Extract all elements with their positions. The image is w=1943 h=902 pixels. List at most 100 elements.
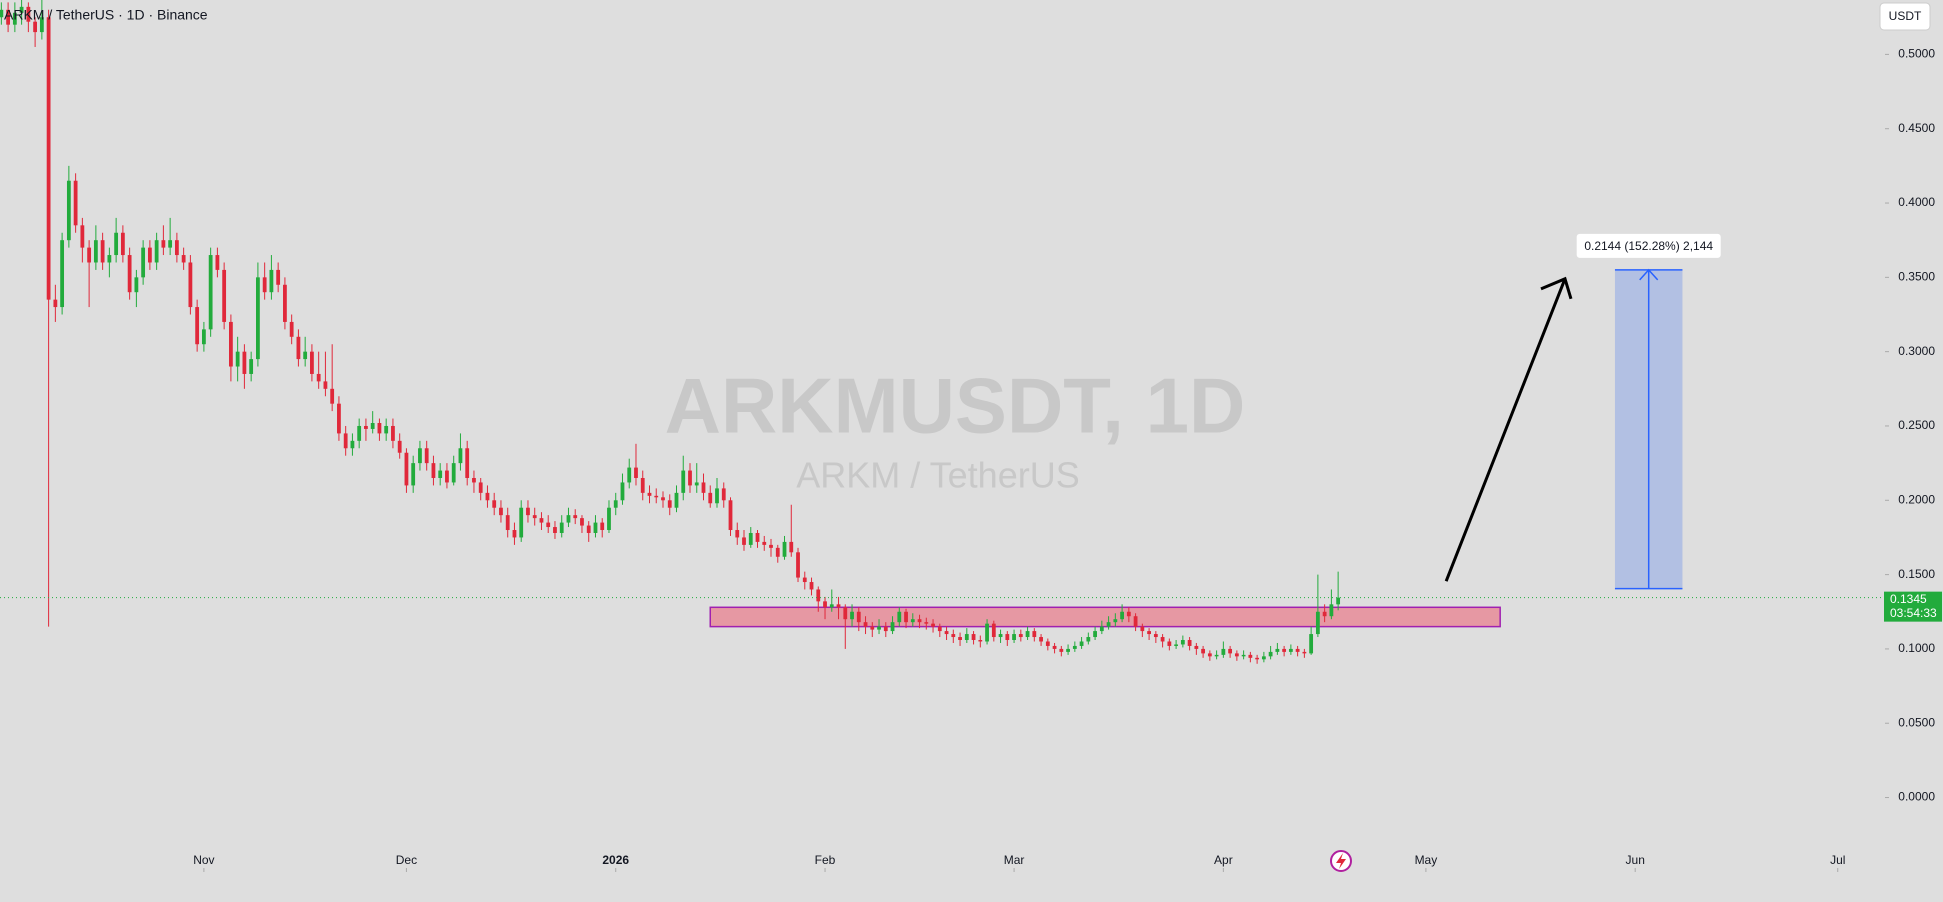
candle-body — [877, 626, 881, 630]
candle-body — [364, 425, 368, 429]
candle-body — [228, 321, 233, 367]
candle-body — [377, 423, 382, 434]
x-tick-label: Mar — [1004, 853, 1025, 867]
y-tick-label: 0.4500 — [1898, 121, 1935, 135]
y-tick-label: 0.5000 — [1898, 47, 1935, 61]
candle-body — [6, 9, 11, 25]
candle-body — [289, 321, 294, 337]
candle-body — [667, 500, 672, 508]
candle-body — [539, 518, 544, 523]
candle-body — [1221, 648, 1226, 655]
currency-button-label[interactable]: USDT — [1889, 9, 1922, 23]
candle-body — [93, 240, 98, 263]
candle-body — [120, 232, 125, 256]
candle-body — [235, 351, 240, 367]
candle-body — [526, 507, 530, 516]
candle-body — [1032, 631, 1037, 638]
x-tick-label: Feb — [815, 853, 836, 867]
x-tick-label: May — [1415, 853, 1438, 867]
candle-body — [269, 269, 274, 293]
candle-body — [350, 440, 355, 449]
candle-body — [991, 623, 996, 638]
candle-body — [215, 255, 220, 270]
candle-body — [19, 6, 24, 13]
candle-body — [829, 604, 834, 608]
y-tick-label: 0.2000 — [1898, 492, 1935, 506]
candle-body — [762, 541, 767, 545]
candle-body — [343, 433, 348, 449]
candle-body — [789, 541, 794, 553]
candle-body — [188, 262, 193, 308]
candle-body — [391, 425, 395, 441]
candle-body — [674, 492, 679, 508]
candle-body — [681, 470, 686, 493]
candle-body — [303, 351, 308, 360]
candle-body — [276, 269, 281, 285]
countdown: 03:54:33 — [1890, 606, 1937, 620]
candle-body — [357, 425, 362, 441]
candle-body — [1093, 631, 1097, 638]
candle-body — [627, 467, 632, 483]
candle-body — [755, 532, 760, 542]
candle-body — [1241, 654, 1246, 657]
candle-body — [492, 500, 497, 508]
projection-label: 0.2144 (152.28%) 2,144 — [1584, 239, 1713, 253]
candle-body — [971, 634, 976, 641]
candle-body — [465, 448, 470, 478]
candle-body — [1268, 651, 1273, 657]
y-tick-label: 0.3500 — [1898, 270, 1935, 284]
candle-body — [1228, 648, 1233, 654]
candle-body — [843, 607, 848, 620]
candle-body — [836, 604, 841, 608]
candle-body — [1059, 648, 1064, 652]
x-tick-label: Dec — [396, 853, 417, 867]
candle-body — [201, 329, 206, 345]
candle-body — [917, 619, 922, 623]
candle-body — [728, 500, 733, 531]
candle-body — [296, 336, 301, 360]
last-price-box — [1884, 591, 1942, 622]
candle-body — [60, 240, 65, 308]
candle-body — [613, 500, 618, 508]
candle-body — [499, 507, 503, 516]
candle-body — [1275, 648, 1280, 652]
candle-body — [931, 623, 935, 627]
candle-body — [1072, 645, 1077, 649]
candle-body — [1099, 626, 1104, 632]
x-tick-label: Nov — [193, 853, 214, 867]
candle-body — [1194, 645, 1199, 649]
candle-body — [147, 247, 152, 263]
candle-body — [634, 467, 638, 478]
x-tick-label: 2026 — [602, 853, 629, 867]
y-tick-label: 0.1000 — [1898, 641, 1935, 655]
alert-icon[interactable] — [1330, 850, 1352, 872]
candle-body — [998, 634, 1003, 638]
candle-body — [978, 640, 983, 642]
candle-body — [1201, 648, 1206, 654]
candle-body — [1261, 656, 1266, 660]
candle-body — [370, 423, 375, 429]
candle-body — [1120, 611, 1124, 620]
candle-body — [445, 470, 449, 483]
candle-body — [242, 351, 247, 374]
candle-body — [1106, 622, 1111, 627]
candle-body — [249, 359, 254, 374]
candle-body — [1187, 640, 1192, 646]
candle-body — [519, 507, 524, 538]
candle-body — [208, 255, 213, 330]
candle-body — [283, 284, 287, 322]
candle-body — [46, 17, 51, 300]
candle-body — [39, 17, 44, 33]
candle-body — [154, 240, 159, 263]
candle-body — [80, 225, 85, 248]
candle-body — [553, 527, 557, 533]
candle-body — [174, 240, 179, 256]
candle-body — [964, 634, 969, 641]
candle-body — [566, 515, 571, 523]
candle-body — [769, 544, 773, 548]
candle-body — [330, 388, 335, 404]
currency-button[interactable] — [1879, 2, 1931, 31]
candle-body — [715, 488, 719, 504]
candle-body — [580, 518, 584, 526]
